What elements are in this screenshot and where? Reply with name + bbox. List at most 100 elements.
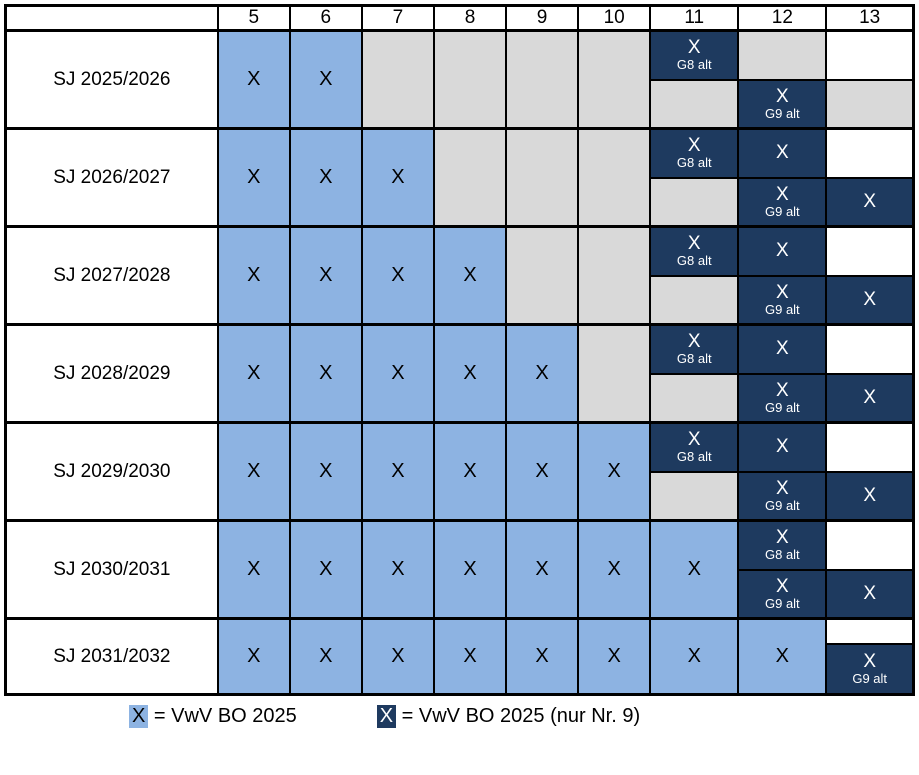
cell-sublabel: G8 alt bbox=[764, 547, 800, 563]
year-row-top: SJ 2026/2027 X X X X G8 alt X bbox=[4, 127, 915, 228]
header-cell-grade-13: 13 bbox=[825, 4, 915, 32]
cell-empty-gray bbox=[825, 78, 915, 130]
year-row-bottom: X G9 alt bbox=[6, 78, 915, 130]
cell-marked-dark: X G8 alt bbox=[649, 127, 740, 179]
x-mark: X bbox=[775, 527, 789, 549]
row-label: SJ 2026/2027 bbox=[4, 127, 219, 228]
cell-sublabel: G8 alt bbox=[676, 155, 712, 171]
cell-marked-light: X bbox=[360, 323, 435, 424]
cell-marked-dark: X bbox=[737, 421, 828, 473]
legend-label: = VwV BO 2025 (nur Nr. 9) bbox=[396, 705, 641, 727]
cell-marked-light: X bbox=[432, 617, 508, 696]
table-body: SJ 2025/2026 X X X G8 alt X G9 alt SJ 2026/2027… bbox=[4, 29, 915, 696]
cell-content: X G8 alt bbox=[740, 527, 824, 563]
x-mark: X bbox=[687, 135, 701, 157]
cell-marked-light: X bbox=[288, 421, 363, 522]
cell-marked-light: X bbox=[505, 323, 580, 424]
cell-empty-gray bbox=[505, 127, 580, 228]
header-cell-empty bbox=[4, 4, 219, 32]
cell-marked-light: X bbox=[216, 421, 291, 522]
cell-empty-gray bbox=[649, 176, 740, 228]
cell-content: X G8 alt bbox=[652, 331, 736, 367]
year-row-bottom: X G9 alt X bbox=[6, 568, 915, 620]
cell-empty-gray bbox=[577, 127, 652, 228]
cell-marked-dark: X G9 alt bbox=[737, 372, 828, 424]
cell-marked-dark: X bbox=[825, 274, 915, 326]
cell-marked-light: X bbox=[432, 323, 508, 424]
cell-marked-light: X bbox=[216, 127, 291, 228]
cell-marked-light: X bbox=[577, 519, 652, 620]
cell-content: X G8 alt bbox=[652, 135, 736, 171]
cell-sublabel: G8 alt bbox=[676, 253, 712, 269]
x-mark: X bbox=[775, 575, 789, 597]
cell-empty-white bbox=[825, 519, 915, 571]
row-label: SJ 2027/2028 bbox=[4, 225, 219, 326]
cell-marked-light: X bbox=[216, 519, 291, 620]
cell-marked-light: X bbox=[432, 225, 508, 326]
year-row-bottom: X G9 alt X bbox=[6, 274, 915, 326]
x-mark: X bbox=[775, 477, 789, 499]
cell-marked-dark: X G8 alt bbox=[649, 421, 740, 473]
legend-swatch-light: X bbox=[129, 705, 149, 728]
cell-marked-dark: X G9 alt bbox=[737, 274, 828, 326]
cell-sublabel: G9 alt bbox=[764, 399, 800, 415]
cell-sublabel: G9 alt bbox=[852, 670, 888, 686]
cell-content: X G8 alt bbox=[652, 430, 736, 464]
cell-content: X G8 alt bbox=[652, 37, 736, 73]
header-cell-grade-9: 9 bbox=[505, 4, 580, 32]
cell-marked-dark: X bbox=[825, 470, 915, 522]
cell-marked-light: X bbox=[432, 421, 508, 522]
cell-content: X G9 alt bbox=[740, 381, 824, 415]
legend-item-dark: X = VwV BO 2025 (nur Nr. 9) bbox=[376, 705, 641, 728]
header-row: 5 6 7 8 9 10 11 12 13 bbox=[4, 4, 915, 32]
cell-marked-light: X bbox=[288, 617, 363, 696]
cell-sublabel: G8 alt bbox=[676, 351, 712, 367]
cell-marked-light: X bbox=[360, 617, 435, 696]
cell-marked-dark: X bbox=[825, 176, 915, 228]
cell-marked-dark: X bbox=[737, 127, 828, 179]
cell-marked-light: X bbox=[216, 225, 291, 326]
row-label: SJ 2028/2029 bbox=[4, 323, 219, 424]
year-row-top: SJ 2025/2026 X X X G8 alt bbox=[4, 29, 915, 130]
cell-empty-gray bbox=[432, 29, 508, 130]
cell-content: X G9 alt bbox=[740, 281, 824, 317]
x-mark: X bbox=[687, 331, 701, 353]
legend-label: = VwV BO 2025 bbox=[148, 705, 297, 727]
year-row-bottom: X G9 alt X bbox=[6, 372, 915, 424]
cell-sublabel: G9 alt bbox=[764, 301, 800, 317]
x-mark: X bbox=[775, 281, 789, 303]
x-mark: X bbox=[863, 650, 877, 672]
cell-empty-white bbox=[825, 29, 915, 81]
x-mark: X bbox=[775, 183, 789, 205]
cell-marked-light: X bbox=[288, 225, 363, 326]
cell-content: X G9 alt bbox=[740, 183, 824, 219]
cell-marked-light: X bbox=[505, 421, 580, 522]
legend-item-light: X = VwV BO 2025 bbox=[129, 705, 297, 728]
cell-marked-light: X bbox=[216, 29, 291, 130]
page: 5 6 7 8 9 10 11 12 13 SJ 2025/2026 X X X G8 alt X G9 a… bbox=[4, 4, 915, 728]
header-cell-grade-12: 12 bbox=[737, 4, 828, 32]
cell-empty-gray bbox=[432, 127, 508, 228]
cell-marked-dark: X G8 alt bbox=[649, 323, 740, 375]
cell-marked-dark: X G9 alt bbox=[737, 176, 828, 228]
cell-sublabel: G8 alt bbox=[676, 57, 712, 73]
x-mark: X bbox=[775, 85, 789, 107]
header-cell-grade-8: 8 bbox=[432, 4, 508, 32]
cell-empty-gray bbox=[505, 29, 580, 130]
cell-empty-gray bbox=[360, 29, 435, 130]
cell-marked-dark: X G8 alt bbox=[649, 225, 740, 277]
cell-marked-light: X bbox=[737, 617, 828, 696]
schedule-table: 5 6 7 8 9 10 11 12 13 SJ 2025/2026 X X X G8 alt X G9 a… bbox=[4, 4, 915, 696]
cell-empty-gray bbox=[649, 274, 740, 326]
year-row-top: SJ 2027/2028 X X X X X G8 alt X bbox=[4, 225, 915, 326]
row-label: SJ 2029/2030 bbox=[4, 421, 219, 522]
cell-marked-light: X bbox=[432, 519, 508, 620]
header-cell-grade-10: 10 bbox=[577, 4, 652, 32]
cell-marked-light: X bbox=[216, 323, 291, 424]
cell-marked-dark: X bbox=[737, 225, 828, 277]
x-mark: X bbox=[687, 37, 701, 59]
cell-marked-light: X bbox=[360, 519, 435, 620]
cell-content: X G9 alt bbox=[740, 85, 824, 121]
cell-marked-light: X bbox=[288, 519, 363, 620]
cell-marked-dark: X G8 alt bbox=[649, 29, 740, 81]
